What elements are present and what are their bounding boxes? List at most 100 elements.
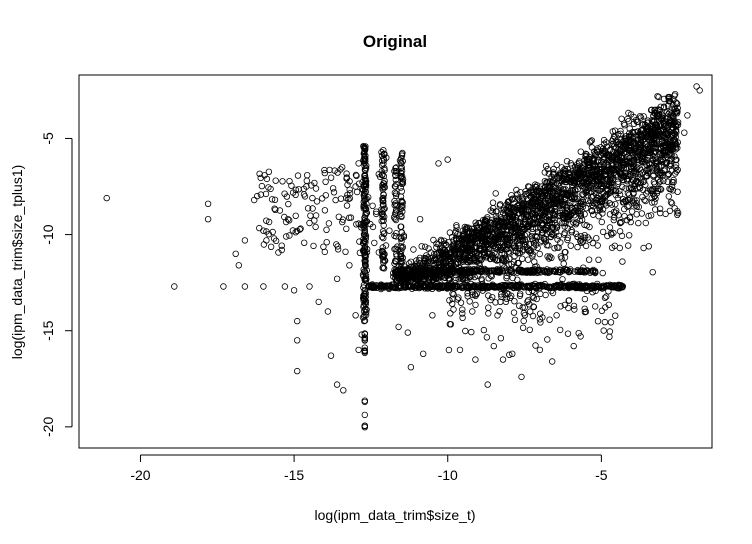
data-point bbox=[531, 266, 539, 274]
data-point bbox=[512, 222, 520, 229]
data-point bbox=[674, 209, 682, 217]
data-point bbox=[641, 196, 648, 204]
data-point bbox=[418, 275, 425, 283]
data-point bbox=[392, 172, 399, 179]
data-point bbox=[344, 191, 351, 199]
data-point bbox=[392, 209, 400, 216]
data-point bbox=[608, 175, 615, 182]
data-point bbox=[524, 256, 532, 263]
data-point bbox=[561, 284, 568, 292]
data-point bbox=[561, 229, 568, 237]
data-point bbox=[334, 243, 341, 250]
data-point bbox=[527, 212, 534, 219]
data-point bbox=[339, 218, 346, 226]
data-point bbox=[356, 238, 363, 245]
data-point bbox=[529, 197, 537, 204]
data-point bbox=[433, 244, 440, 251]
data-point bbox=[519, 269, 526, 276]
data-point bbox=[329, 185, 337, 192]
data-point bbox=[294, 337, 301, 344]
data-point bbox=[454, 246, 461, 253]
data-point bbox=[508, 191, 515, 199]
data-point bbox=[392, 192, 400, 199]
data-point bbox=[311, 217, 318, 224]
data-point bbox=[362, 143, 369, 150]
data-point bbox=[353, 172, 360, 179]
data-point bbox=[391, 189, 399, 196]
data-point bbox=[666, 98, 673, 105]
data-point bbox=[570, 342, 577, 350]
data-point bbox=[498, 250, 506, 257]
data-point bbox=[272, 206, 279, 213]
data-point bbox=[544, 336, 551, 343]
data-point bbox=[283, 233, 290, 240]
data-point bbox=[655, 133, 662, 140]
data-point bbox=[508, 225, 515, 232]
data-point bbox=[644, 147, 651, 154]
data-point bbox=[556, 171, 563, 179]
data-point bbox=[452, 276, 459, 284]
data-point bbox=[574, 163, 582, 170]
data-point bbox=[393, 164, 400, 171]
data-point bbox=[466, 267, 473, 274]
data-point bbox=[637, 114, 645, 121]
data-point bbox=[456, 346, 464, 354]
data-point bbox=[472, 292, 479, 299]
data-point bbox=[469, 308, 476, 315]
data-point bbox=[498, 291, 505, 298]
data-point bbox=[519, 324, 527, 331]
data-point bbox=[378, 247, 386, 255]
data-point bbox=[395, 285, 402, 292]
data-point bbox=[483, 334, 491, 341]
data-point bbox=[590, 154, 598, 162]
data-point bbox=[653, 121, 660, 129]
data-point bbox=[544, 165, 551, 173]
data-point bbox=[446, 321, 454, 328]
data-point bbox=[607, 170, 614, 178]
data-point bbox=[557, 303, 564, 310]
data-point bbox=[626, 147, 634, 154]
data-point bbox=[485, 267, 493, 274]
data-point bbox=[631, 140, 639, 147]
data-point bbox=[362, 181, 370, 189]
data-point bbox=[498, 227, 506, 234]
data-point bbox=[446, 229, 454, 236]
data-point bbox=[525, 220, 533, 228]
data-point bbox=[358, 224, 365, 231]
data-point bbox=[339, 216, 347, 223]
data-point bbox=[453, 222, 460, 229]
data-point bbox=[614, 194, 621, 202]
data-point bbox=[597, 284, 604, 291]
data-point bbox=[286, 217, 293, 224]
data-point bbox=[420, 350, 427, 357]
data-point bbox=[386, 227, 393, 234]
data-point bbox=[378, 161, 386, 169]
data-point bbox=[613, 207, 620, 214]
data-point bbox=[645, 243, 652, 250]
data-point bbox=[664, 130, 671, 138]
data-point bbox=[642, 173, 650, 180]
data-point bbox=[418, 243, 425, 250]
data-point bbox=[563, 211, 570, 218]
data-point bbox=[671, 131, 679, 138]
data-point bbox=[583, 267, 591, 275]
data-point bbox=[539, 192, 546, 199]
data-point bbox=[551, 203, 558, 211]
data-point bbox=[538, 237, 545, 244]
data-point bbox=[567, 220, 574, 228]
data-point bbox=[235, 262, 242, 269]
data-point bbox=[459, 314, 466, 321]
data-point bbox=[565, 297, 572, 304]
data-point bbox=[398, 150, 406, 158]
data-point bbox=[449, 282, 456, 289]
data-point bbox=[321, 169, 328, 177]
data-point bbox=[460, 268, 467, 276]
data-point bbox=[394, 246, 401, 254]
data-point bbox=[606, 146, 614, 154]
data-point bbox=[406, 260, 413, 267]
data-point bbox=[545, 269, 552, 277]
data-point bbox=[334, 246, 342, 253]
data-point bbox=[630, 120, 638, 127]
data-point bbox=[603, 139, 610, 146]
data-point bbox=[380, 194, 387, 202]
